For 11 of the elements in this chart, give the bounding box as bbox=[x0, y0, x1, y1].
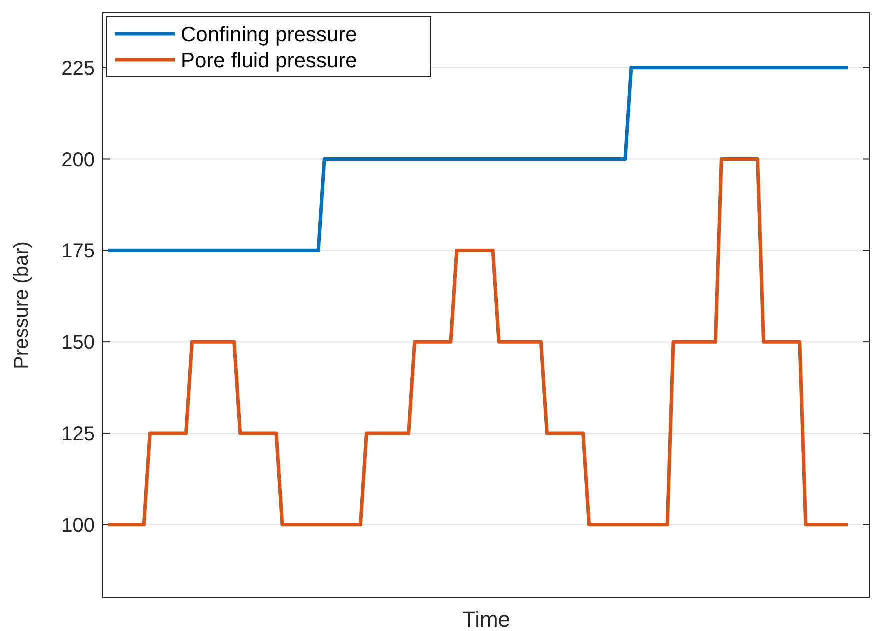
line-series bbox=[106, 158, 850, 527]
y-tick-label: 175 bbox=[62, 240, 95, 263]
x-axis-title: Time bbox=[462, 607, 511, 631]
y-tick-label: 225 bbox=[62, 58, 95, 80]
y-tick-label: 150 bbox=[62, 332, 95, 354]
legend-label: Pore fluid pressure bbox=[181, 49, 358, 72]
legend-label: Confining pressure bbox=[181, 23, 358, 46]
y-tick-label: 200 bbox=[62, 149, 95, 172]
y-tick-label: 100 bbox=[62, 514, 95, 537]
y-tick-label: 125 bbox=[62, 423, 95, 446]
y-axis-title: Pressure (bar) bbox=[11, 242, 33, 370]
